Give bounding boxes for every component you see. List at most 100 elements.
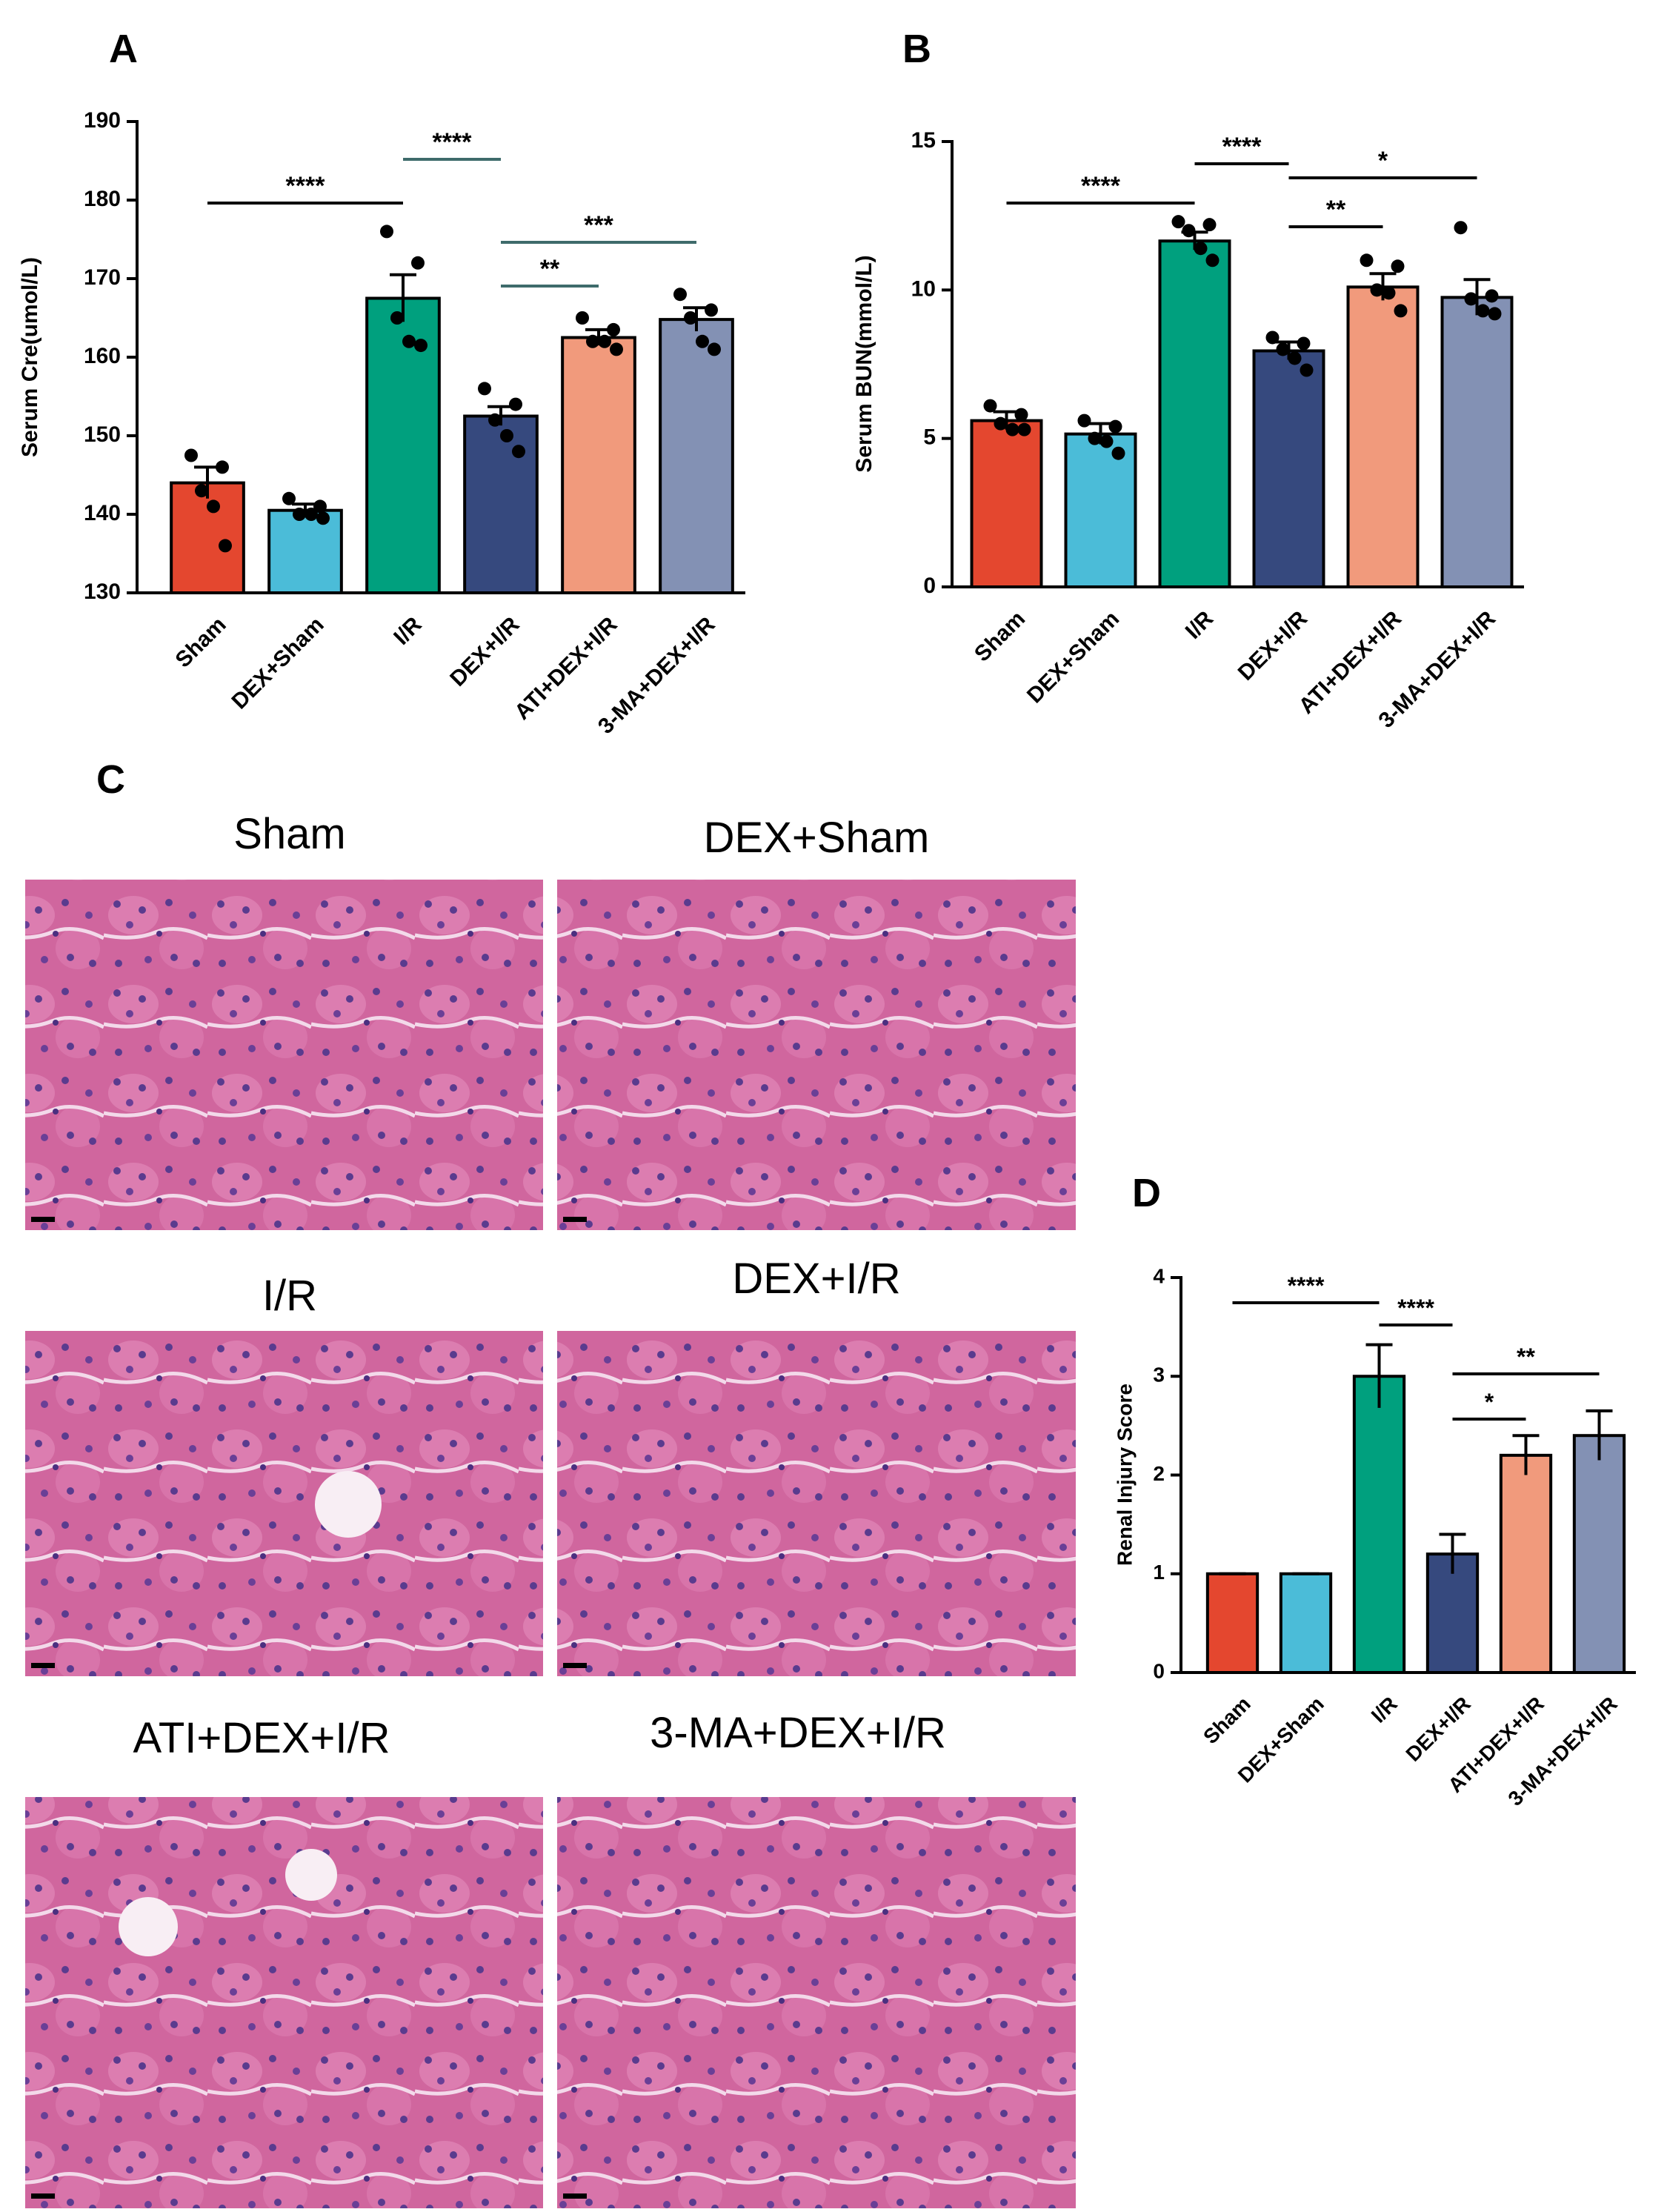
- scale-bar: [563, 2193, 587, 2199]
- bar: [170, 481, 245, 594]
- x-tick-label: DEX+I/R: [1234, 606, 1313, 685]
- histology-image: [557, 1797, 1076, 2208]
- x-tick-label: Sham: [171, 612, 231, 672]
- data-point: [219, 539, 232, 553]
- lumen: [315, 1471, 382, 1538]
- data-point: [1485, 289, 1499, 303]
- y-tick-label: 160: [84, 344, 121, 368]
- data-point: [1017, 422, 1031, 436]
- panel-label: D: [1132, 1171, 1161, 1215]
- data-point: [216, 460, 229, 474]
- data-point: [1288, 351, 1302, 365]
- bar: [1158, 239, 1231, 588]
- data-point: [1488, 307, 1502, 321]
- data-point: [1370, 283, 1384, 297]
- significance-label: ****: [286, 172, 326, 200]
- y-tick-label: 170: [84, 265, 121, 290]
- histology-title: DEX+Sham: [704, 814, 930, 862]
- data-point: [1005, 422, 1019, 436]
- significance-label: ****: [1081, 172, 1121, 200]
- bar: [267, 508, 343, 595]
- lumen: [119, 1897, 178, 1956]
- histology-title: 3-MA+DEX+I/R: [650, 1709, 946, 1757]
- data-point: [1382, 286, 1396, 300]
- data-point: [488, 413, 502, 427]
- x-tick-label: I/R: [1367, 1692, 1402, 1727]
- data-point: [610, 342, 623, 356]
- data-point: [1194, 242, 1208, 256]
- data-point: [1276, 342, 1290, 356]
- data-point: [598, 334, 611, 348]
- bar: [1572, 1434, 1626, 1674]
- significance-label: ****: [1288, 1272, 1325, 1299]
- x-tick-label: DEX+I/R: [1401, 1692, 1474, 1765]
- histology-image: [557, 880, 1076, 1230]
- data-point: [705, 303, 718, 317]
- data-point: [195, 484, 208, 498]
- significance-label: ****: [433, 128, 473, 156]
- histology-image: [25, 1331, 543, 1676]
- data-point: [994, 416, 1008, 431]
- data-point: [1205, 253, 1220, 268]
- scale-bar: [31, 1663, 55, 1668]
- data-point: [390, 311, 404, 325]
- x-tick-label: I/R: [1181, 606, 1219, 644]
- histology-image: [557, 1331, 1076, 1676]
- y-axis-label: Serum BUN(mmol/L): [852, 255, 876, 472]
- y-tick-label: 10: [911, 276, 936, 301]
- bar: [1064, 432, 1137, 589]
- data-point: [708, 342, 721, 356]
- data-point: [402, 334, 416, 348]
- significance-label: *: [1485, 1389, 1494, 1415]
- data-point: [512, 445, 525, 459]
- histology-title: Sham: [233, 810, 346, 858]
- y-tick-label: 4: [1153, 1264, 1165, 1287]
- significance-label: ****: [1222, 133, 1262, 161]
- data-point: [1391, 259, 1405, 273]
- data-point: [1202, 218, 1217, 232]
- data-point: [983, 399, 997, 413]
- data-point: [673, 288, 687, 302]
- bar: [970, 419, 1043, 588]
- x-tick-label: DEX+Sham: [1022, 606, 1124, 708]
- histology: Sham DEX+Sham I/R DEX+I/R ATI+DEX+I/R 3-…: [25, 810, 1076, 2208]
- y-axis-label: Serum Cre(umol/L): [18, 257, 42, 457]
- y-tick-label: 15: [911, 128, 936, 153]
- scale-bar: [31, 2193, 55, 2199]
- significance-label: ****: [1397, 1295, 1434, 1321]
- histology-title: DEX+I/R: [732, 1255, 900, 1303]
- significance-label: **: [1517, 1344, 1535, 1370]
- x-tick-label: I/R: [389, 612, 427, 650]
- y-tick-label: 5: [923, 425, 936, 450]
- panel-label: C: [96, 757, 125, 802]
- data-point: [380, 225, 393, 239]
- data-point: [1394, 304, 1408, 318]
- data-point: [1014, 408, 1028, 422]
- y-tick-label: 140: [84, 501, 121, 525]
- data-point: [1111, 446, 1125, 460]
- scale-bar: [31, 1217, 55, 1222]
- data-point: [1454, 221, 1468, 235]
- scale-bar: [563, 1217, 587, 1222]
- y-tick-label: 180: [84, 187, 121, 211]
- histology-image: [25, 1797, 543, 2208]
- data-point: [316, 511, 330, 525]
- data-point: [684, 311, 697, 325]
- significance-label: **: [1326, 196, 1346, 224]
- bar: [463, 414, 539, 594]
- data-point: [1476, 304, 1490, 318]
- data-point: [1099, 434, 1114, 448]
- bar: [1205, 1572, 1260, 1674]
- data-point: [1265, 331, 1280, 345]
- data-point: [607, 322, 620, 336]
- data-point: [293, 508, 306, 521]
- bar: [1252, 349, 1325, 588]
- data-point: [1171, 215, 1185, 229]
- panel-label: B: [902, 27, 931, 71]
- lumen: [285, 1849, 337, 1901]
- histology-image: [25, 880, 543, 1230]
- data-point: [1300, 363, 1314, 377]
- y-tick-label: 2: [1153, 1462, 1165, 1485]
- data-point: [305, 508, 318, 521]
